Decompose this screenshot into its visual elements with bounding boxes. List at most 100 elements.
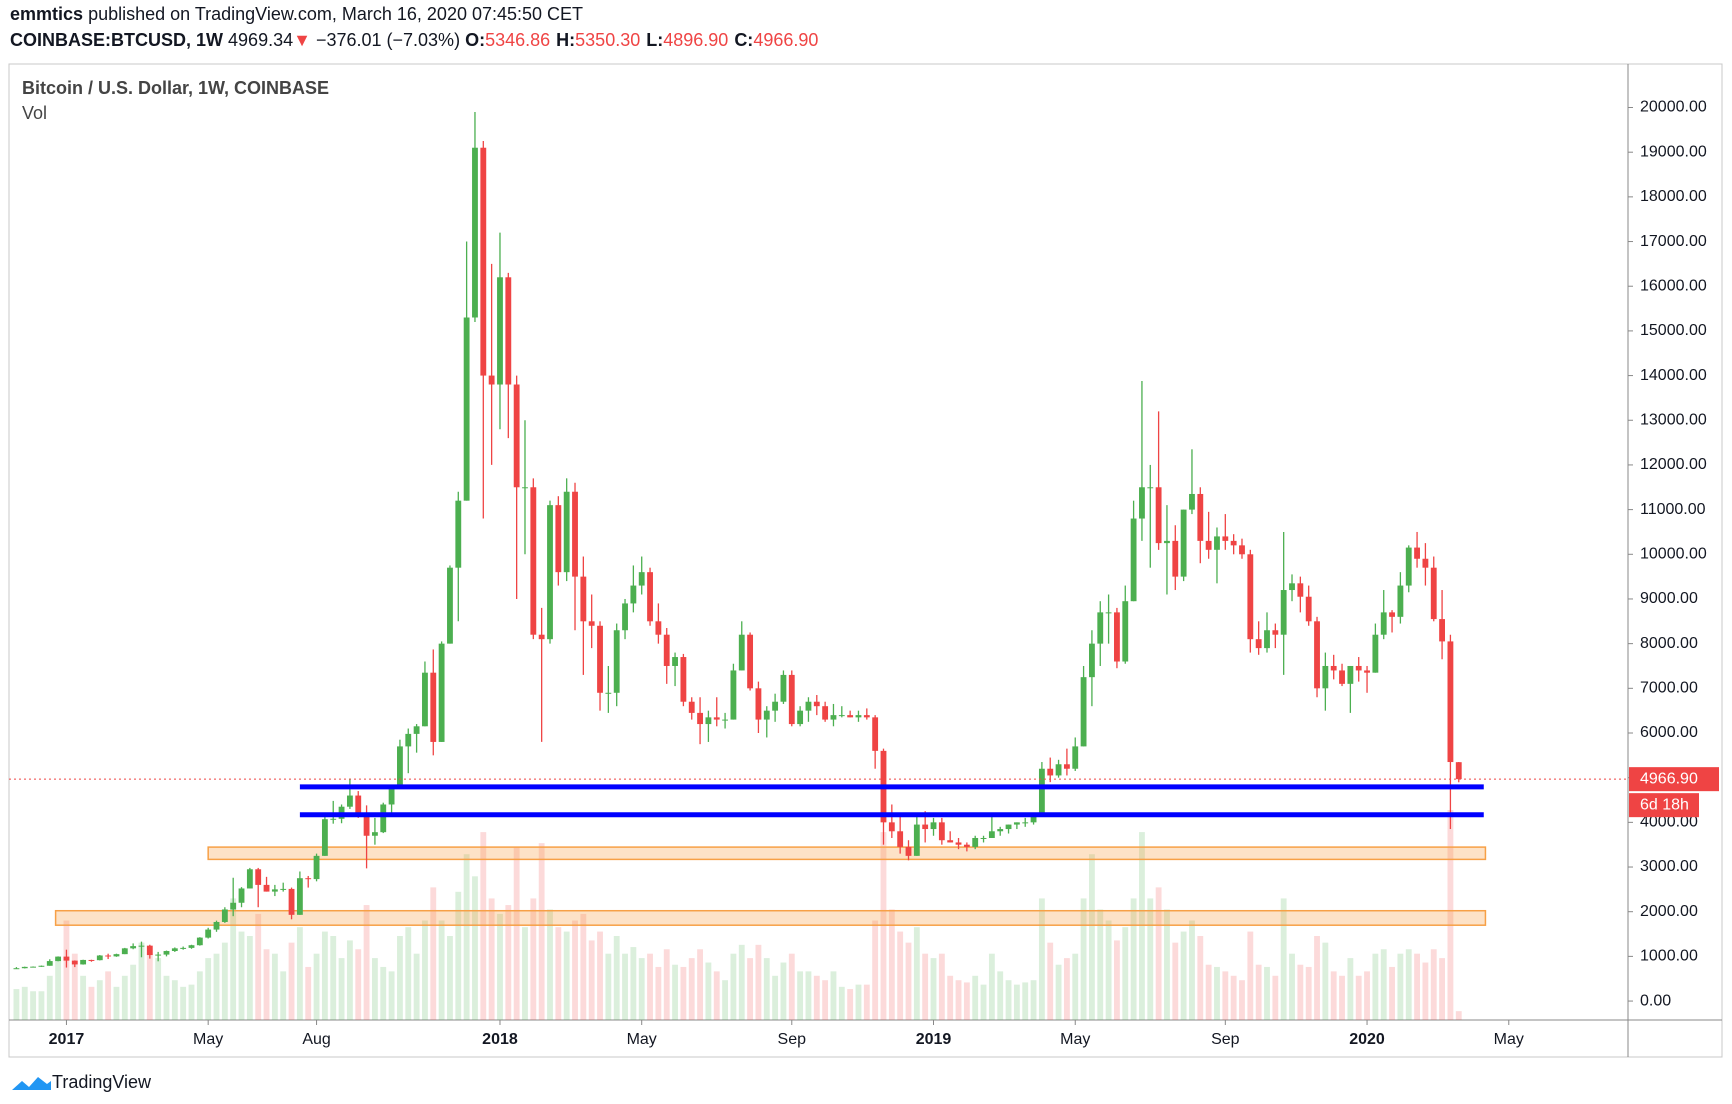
volume-bar (455, 891, 462, 1020)
volume-bar (505, 905, 512, 1020)
candle-body (830, 715, 837, 720)
candle-body (1063, 764, 1070, 769)
candle-body (447, 567, 453, 644)
ohlc-value: 4966.90 (753, 30, 819, 50)
y-tick-label: 14000.00 (1640, 367, 1707, 384)
volume-bar (338, 958, 345, 1020)
candle-body (1364, 670, 1370, 673)
volume-bar (1389, 966, 1395, 1020)
y-tick-label: 12000.00 (1640, 456, 1707, 473)
volume-bar (313, 953, 320, 1020)
volume-bar (938, 953, 945, 1020)
volume-bar (271, 953, 278, 1020)
volume-bar (163, 975, 170, 1020)
candle-body (1147, 487, 1154, 489)
y-tick-label: 2000.00 (1640, 903, 1698, 920)
volume-bar (1030, 980, 1037, 1020)
candle-body (622, 603, 628, 631)
last-price-label: 4966.90 (1640, 770, 1698, 787)
volume-bar (1339, 975, 1345, 1020)
volume-bar (1155, 887, 1162, 1020)
y-tick-label: 18000.00 (1640, 188, 1707, 205)
candle-body (1230, 540, 1237, 546)
candle-body (21, 966, 28, 969)
volume-bar (1280, 898, 1287, 1020)
candle-body (330, 818, 337, 820)
candle-body (346, 795, 353, 807)
volume-bar (1164, 909, 1170, 1020)
candle-body (805, 701, 812, 711)
candle-body (1272, 630, 1279, 635)
volume-bar (605, 953, 612, 1020)
candle-body (38, 965, 45, 967)
candle-body (588, 621, 595, 626)
chart-title: Bitcoin / U.S. Dollar, 1W, COINBASE (22, 78, 329, 98)
volume-bar (1130, 898, 1137, 1020)
candle-body (1397, 585, 1404, 617)
candle-body (713, 717, 720, 720)
volume-bar (430, 887, 437, 1020)
candle-body (1455, 762, 1462, 780)
candle-body (388, 786, 395, 805)
candle-body (538, 634, 545, 640)
volume-bar (947, 975, 954, 1020)
volume-bar (488, 898, 495, 1020)
candle-body (1189, 493, 1195, 510)
candle-body (780, 674, 787, 702)
candle-body (930, 822, 937, 830)
candle-body (1305, 596, 1312, 622)
ohlc-label: C: (734, 30, 754, 50)
volume-bar (688, 958, 695, 1020)
candle-body (980, 837, 987, 839)
volume-bar (513, 847, 520, 1020)
candle-body (238, 888, 245, 903)
volume-bar (346, 940, 353, 1020)
volume-bar (413, 953, 420, 1020)
volume-bar (1005, 980, 1012, 1020)
candle-body (1239, 545, 1245, 555)
candle-body (505, 277, 512, 385)
volume-bar (763, 958, 770, 1020)
candle-body (1255, 639, 1262, 649)
volume-bar (497, 913, 503, 1020)
volume-bar (288, 942, 295, 1020)
volume-bar (1397, 953, 1404, 1020)
volume-bar (1205, 964, 1212, 1020)
volume-bar (1297, 964, 1304, 1020)
candle-body (246, 869, 253, 889)
volume-bar (530, 898, 537, 1020)
candle-body (1247, 554, 1254, 640)
volume-bar (730, 953, 737, 1020)
candle-body (863, 715, 870, 718)
candle-body (296, 878, 303, 915)
volume-bar (1355, 975, 1362, 1020)
candle-body (1222, 536, 1229, 541)
volume-bar (305, 966, 312, 1020)
volume-bar (1347, 958, 1354, 1020)
candle-body (813, 701, 820, 707)
candle-body (613, 630, 620, 693)
volume-bar (205, 958, 212, 1020)
volume-bar (355, 949, 362, 1020)
y-tick-label: 4000.00 (1640, 814, 1698, 831)
volume-bar (572, 920, 578, 1020)
volume-bar (1264, 966, 1270, 1020)
candle-body (480, 147, 487, 376)
last: 4969.34 (228, 30, 294, 50)
candle-body (1097, 612, 1104, 644)
y-tick-label: 7000.00 (1640, 680, 1698, 697)
volume-bar (372, 958, 378, 1020)
candle-body (1280, 590, 1287, 635)
x-tick-label: May (1060, 1031, 1090, 1048)
candle-body (513, 384, 520, 488)
candle-body (1422, 558, 1429, 568)
volume-label: Vol (22, 103, 47, 123)
candle-body (180, 947, 187, 949)
volume-bar (71, 953, 78, 1020)
volume-bar (221, 942, 228, 1020)
volume-bar (1172, 942, 1179, 1020)
candle-body (1080, 677, 1087, 747)
volume-bar (1089, 854, 1095, 1020)
candle-body (463, 317, 470, 501)
candle-body (1430, 567, 1437, 620)
